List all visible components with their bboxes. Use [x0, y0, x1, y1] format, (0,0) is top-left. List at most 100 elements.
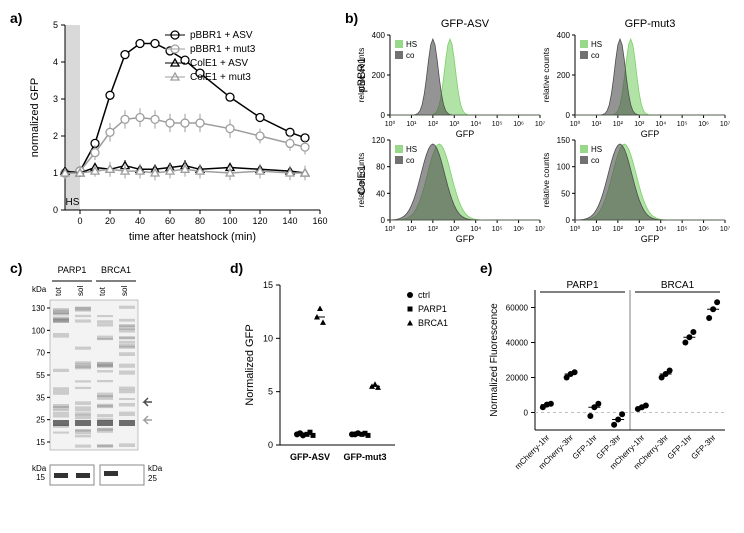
chart-a: HS020406080100120140160012345time after … — [20, 15, 330, 250]
svg-text:200: 200 — [557, 71, 571, 80]
svg-text:140: 140 — [282, 216, 297, 226]
svg-text:BRCA1: BRCA1 — [101, 265, 131, 275]
svg-text:10⁷: 10⁷ — [535, 121, 546, 128]
svg-text:10³: 10³ — [634, 226, 645, 233]
svg-text:10⁷: 10⁷ — [720, 226, 731, 233]
svg-text:120: 120 — [252, 216, 267, 226]
panel-label-e: e) — [480, 260, 492, 276]
svg-text:HS: HS — [591, 40, 602, 49]
svg-text:pBBR1 + mut3: pBBR1 + mut3 — [190, 44, 256, 55]
svg-text:400: 400 — [372, 31, 386, 40]
svg-text:sol: sol — [120, 286, 129, 296]
svg-text:55: 55 — [36, 371, 45, 380]
svg-text:160: 160 — [312, 216, 327, 226]
svg-text:kDa: kDa — [32, 285, 47, 294]
svg-text:10⁵: 10⁵ — [492, 121, 503, 128]
svg-text:0: 0 — [566, 111, 571, 120]
svg-text:GFP-ASV: GFP-ASV — [441, 18, 490, 30]
svg-text:relative counts: relative counts — [541, 48, 551, 103]
svg-text:ColE1 + mut3: ColE1 + mut3 — [190, 72, 251, 83]
svg-text:10⁰: 10⁰ — [570, 225, 581, 233]
svg-text:10⁰: 10⁰ — [385, 120, 396, 128]
chart-d: 051015Normalized GFPGFP-ASVGFP-mut3ctrlP… — [235, 270, 460, 495]
panel-c-gel: PARP1PARP1BRCA1BRCA1totsoltotsolkDa13010… — [20, 265, 200, 515]
svg-text:0: 0 — [268, 440, 273, 450]
svg-text:35: 35 — [36, 393, 45, 402]
svg-text:40: 40 — [135, 216, 145, 226]
svg-text:0: 0 — [524, 409, 529, 418]
svg-text:10⁵: 10⁵ — [677, 226, 688, 233]
svg-text:HS: HS — [66, 197, 80, 208]
svg-text:PARP1: PARP1 — [566, 280, 598, 291]
figure-root: a) HS020406080100120140160012345time aft… — [10, 10, 734, 523]
svg-text:GFP: GFP — [641, 234, 660, 244]
svg-text:BRCA1: BRCA1 — [661, 280, 695, 291]
svg-text:10³: 10³ — [449, 226, 460, 233]
svg-text:150: 150 — [557, 136, 571, 145]
svg-text:50: 50 — [561, 189, 570, 198]
svg-text:pBBR1 + ASV: pBBR1 + ASV — [190, 30, 253, 41]
svg-text:5: 5 — [268, 387, 273, 397]
svg-text:400: 400 — [557, 31, 571, 40]
svg-text:relative counts: relative counts — [541, 153, 551, 208]
svg-text:Normalized Fluorescence: Normalized Fluorescence — [489, 303, 500, 417]
svg-text:10⁶: 10⁶ — [698, 226, 709, 233]
svg-text:10²: 10² — [613, 226, 624, 233]
svg-text:HS: HS — [591, 145, 602, 154]
svg-text:10¹: 10¹ — [406, 226, 417, 233]
svg-text:PARP1: PARP1 — [58, 265, 87, 275]
svg-text:sol: sol — [76, 286, 85, 296]
svg-text:ColE1 + ASV: ColE1 + ASV — [190, 58, 248, 69]
svg-text:60: 60 — [165, 216, 175, 226]
svg-text:100: 100 — [222, 216, 237, 226]
svg-text:relative counts: relative counts — [356, 153, 366, 208]
svg-text:GFP: GFP — [456, 234, 475, 244]
svg-text:tot: tot — [54, 286, 63, 296]
svg-text:10⁷: 10⁷ — [720, 121, 731, 128]
svg-text:0: 0 — [381, 111, 386, 120]
svg-text:0: 0 — [566, 216, 571, 225]
svg-text:GFP: GFP — [456, 129, 475, 139]
svg-text:0: 0 — [381, 216, 386, 225]
chart-e: 0200004000060000Normalized FluorescenceP… — [485, 275, 735, 520]
svg-text:70: 70 — [36, 349, 45, 358]
svg-text:10¹: 10¹ — [406, 121, 417, 128]
chart-b: GFP-ASVGFP-mut3pBBR1ColE10200400relative… — [355, 15, 735, 250]
svg-text:40000: 40000 — [506, 339, 529, 348]
svg-text:15: 15 — [36, 473, 45, 482]
svg-text:10⁷: 10⁷ — [535, 226, 546, 233]
svg-text:GFP-mut3: GFP-mut3 — [625, 18, 676, 30]
svg-text:40: 40 — [376, 189, 385, 198]
svg-text:GFP-3hr: GFP-3hr — [689, 433, 717, 461]
svg-text:10⁴: 10⁴ — [470, 121, 481, 128]
svg-text:100: 100 — [32, 326, 46, 335]
svg-text:10²: 10² — [428, 226, 439, 233]
svg-text:60000: 60000 — [506, 304, 529, 313]
svg-text:10⁶: 10⁶ — [513, 226, 524, 233]
svg-text:80: 80 — [376, 163, 385, 172]
svg-text:GFP-mut3: GFP-mut3 — [343, 452, 386, 462]
svg-text:5: 5 — [53, 20, 58, 30]
svg-text:0: 0 — [77, 216, 82, 226]
svg-text:GFP: GFP — [641, 129, 660, 139]
svg-text:10⁶: 10⁶ — [513, 121, 524, 128]
svg-text:20: 20 — [105, 216, 115, 226]
svg-text:25: 25 — [148, 474, 157, 483]
svg-text:ctrl: ctrl — [418, 290, 430, 300]
svg-text:100: 100 — [557, 163, 571, 172]
svg-text:10¹: 10¹ — [591, 121, 602, 128]
svg-text:10²: 10² — [428, 121, 439, 128]
svg-text:120: 120 — [372, 136, 386, 145]
svg-text:4: 4 — [53, 57, 58, 67]
svg-text:2: 2 — [53, 131, 58, 141]
svg-text:normalized GFP: normalized GFP — [29, 78, 41, 157]
svg-text:HS: HS — [406, 40, 417, 49]
svg-text:10⁰: 10⁰ — [385, 225, 396, 233]
svg-text:co: co — [406, 156, 415, 165]
svg-text:time after heatshock (min): time after heatshock (min) — [129, 231, 256, 243]
svg-text:10: 10 — [263, 333, 273, 343]
svg-text:PARP1: PARP1 — [418, 304, 447, 314]
svg-text:10⁴: 10⁴ — [655, 121, 666, 128]
svg-text:kDa: kDa — [148, 464, 163, 473]
svg-text:co: co — [406, 51, 415, 60]
